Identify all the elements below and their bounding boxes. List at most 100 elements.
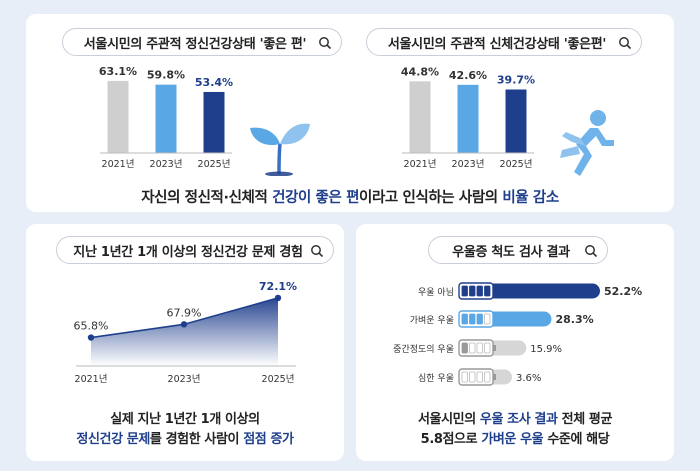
- search-icon: [311, 245, 324, 258]
- physical-health-value-label: 39.7%: [497, 73, 535, 86]
- sprout-icon: [250, 123, 310, 176]
- depression-bar: [484, 340, 527, 356]
- battery-icon-tip: [493, 316, 496, 322]
- mental-health-value-label: 53.4%: [195, 76, 233, 89]
- battery-cell: [469, 342, 476, 354]
- bottom-right-caption-l2-part-1: 가벼운 우울: [481, 432, 544, 447]
- physical-health-bar: [505, 89, 527, 153]
- depression-category-label: 우울 아님: [418, 287, 454, 298]
- bottom-left-caption: 실제 지난 1년간 1개 이상의 정신건강 문제를 경험한 사람이 점점 증가: [26, 410, 344, 450]
- problem-experience-area-chart: 65.8% 2021년 67.9% 2023년 72.1% 2025년: [74, 280, 298, 385]
- mental-health-bar: [203, 91, 225, 153]
- mental-health-value-label: 59.8%: [147, 69, 185, 82]
- physical-health-bar-chart: 44.8% 2021년 42.6% 2023년 39.7% 2025년: [401, 65, 535, 170]
- physical-health-bar: [409, 81, 431, 153]
- mental-health-title-pill: 서울시민의 주관적 정신건강상태 '좋은 편': [62, 28, 342, 56]
- depression-test-title-pill: 우울증 척도 검사 결과: [428, 236, 608, 264]
- depression-category-label: 가벼운 우울: [410, 314, 454, 326]
- battery-cell: [484, 342, 491, 354]
- mental-health-category-label: 2021년: [102, 159, 135, 170]
- top-banner-part-0: 자신의 정신적·신체적: [141, 190, 273, 206]
- bottom-right-caption-l2-part-0: 5.8점으로: [420, 432, 482, 447]
- problem-experience-value-label: 65.8%: [74, 320, 109, 333]
- problem-experience-point: [274, 294, 282, 302]
- bottom-right-caption: 서울시민의 우울 조사 결과 전체 평균 5.8점으로 가벼운 우울 수준에 해…: [356, 410, 674, 450]
- bottom-right-card: 우울증 척도 검사 결과 우울 아님 52.2% 가벼운 우울 28.3% 중간정도의 …: [356, 224, 674, 461]
- battery-cell: [469, 285, 476, 297]
- top-banner-part-2: 이라고 인식하는 사람의: [359, 190, 503, 206]
- bottom-right-caption-l2-part-2: 수준에 해당: [543, 432, 610, 447]
- problem-experience-category-label: 2025년: [262, 374, 295, 385]
- battery-cell: [476, 313, 483, 325]
- depression-value-label: 52.2%: [604, 285, 642, 298]
- physical-health-category-label: 2021년: [404, 159, 437, 170]
- top-card: 서울시민의 주관적 정신건강상태 '좋은 편' 서울시민의 주관적 신체건강상태…: [26, 14, 674, 212]
- problem-experience-value-label: 67.9%: [167, 306, 202, 319]
- search-icon: [319, 37, 332, 50]
- depression-category-label: 중간정도의 우울: [393, 344, 454, 355]
- bottom-left-caption-part-0: 정신건강 문제: [76, 432, 150, 447]
- top-banner-part-1: 건강이 좋은 편: [272, 190, 360, 206]
- depression-value-label: 3.6%: [516, 373, 541, 384]
- battery-cell: [461, 342, 468, 354]
- bottom-left-caption-line2: 정신건강 문제를 경험한 사람이 점점 증가: [26, 430, 344, 450]
- bottom-right-caption-l1-part-0: 서울시민의: [417, 412, 480, 427]
- mental-health-bar-chart: 63.1% 2021년 59.8% 2023년 53.4% 2025년: [99, 65, 233, 170]
- bottom-right-caption-line2: 5.8점으로 가벼운 우울 수준에 해당: [356, 430, 674, 450]
- problem-experience-chart-title: 지난 1년간 1개 이상의 정신건강 문제 경험: [73, 244, 303, 260]
- depression-test-bar-chart: 우울 아님 52.2% 가벼운 우울 28.3% 중간정도의 우울 15.9% 심한 우울 3…: [393, 282, 642, 386]
- physical-health-category-label: 2025년: [500, 159, 533, 170]
- depression-value-label: 28.3%: [555, 313, 593, 326]
- search-icon: [619, 37, 632, 50]
- battery-icon-tip: [493, 374, 496, 380]
- mental-health-category-label: 2025년: [198, 159, 231, 170]
- bottom-left-caption-part-2: 점점 증가: [243, 432, 294, 447]
- top-summary-text: 자신의 정신적·신체적 건강이 좋은 편이라고 인식하는 사람의 비율 감소: [141, 190, 559, 206]
- physical-health-title-pill: 서울시민의 주관적 신체건강상태 '좋은편': [366, 28, 642, 56]
- depression-test-chart-title: 우울증 척도 검사 결과: [452, 244, 570, 260]
- battery-cell: [476, 285, 483, 297]
- physical-health-bar: [457, 84, 479, 153]
- physical-health-chart-title: 서울시민의 주관적 신체건강상태 '좋은편': [387, 36, 607, 52]
- battery-cell: [461, 313, 468, 325]
- problem-experience-area: [91, 297, 278, 366]
- problem-experience-category-label: 2021년: [75, 374, 108, 385]
- bottom-right-caption-l1-part-2: 전체 평균: [557, 412, 613, 427]
- problem-experience-category-label: 2023년: [168, 374, 201, 385]
- battery-cell: [476, 371, 483, 383]
- battery-cell: [484, 371, 491, 383]
- problem-experience-value-label: 72.1%: [259, 280, 297, 293]
- bottom-left-caption-part-1: 를 경험한 사람이: [149, 432, 244, 447]
- top-summary-banner: 자신의 정신적·신체적 건강이 좋은 편이라고 인식하는 사람의 비율 감소: [26, 186, 674, 207]
- top-banner-part-3: 비율 감소: [502, 190, 559, 206]
- battery-cell: [469, 371, 476, 383]
- depression-value-label: 15.9%: [530, 344, 562, 355]
- mental-health-bar: [155, 84, 177, 153]
- depression-category-label: 심한 우울: [418, 373, 454, 384]
- problem-experience-title-pill: 지난 1년간 1개 이상의 정신건강 문제 경험: [56, 236, 334, 264]
- bottom-left-card: 지난 1년간 1개 이상의 정신건강 문제 경험 65.8% 2021년 67.9%…: [26, 224, 344, 461]
- battery-cell: [484, 313, 491, 325]
- physical-health-value-label: 44.8%: [401, 65, 439, 78]
- depression-bar: [484, 311, 552, 327]
- running-person-icon: [560, 110, 614, 176]
- depression-bar: [484, 283, 600, 299]
- bottom-right-caption-l1-part-1: 우울 조사 결과: [479, 412, 558, 427]
- bottom-left-caption-line1: 실제 지난 1년간 1개 이상의: [110, 412, 260, 427]
- problem-experience-point: [180, 321, 188, 328]
- battery-cell: [469, 313, 476, 325]
- physical-health-category-label: 2023년: [452, 159, 485, 170]
- search-icon: [585, 245, 598, 258]
- battery-icon-tip: [493, 288, 496, 294]
- battery-cell: [461, 371, 468, 383]
- mental-health-bar: [107, 80, 129, 153]
- battery-cell: [484, 285, 491, 297]
- mental-health-chart-title: 서울시민의 주관적 정신건강상태 '좋은 편': [83, 36, 307, 52]
- battery-icon-tip: [493, 345, 496, 351]
- battery-cell: [461, 285, 468, 297]
- battery-cell: [476, 342, 483, 354]
- bottom-right-caption-line1: 서울시민의 우울 조사 결과 전체 평균: [356, 410, 674, 430]
- mental-health-category-label: 2023년: [150, 159, 183, 170]
- problem-experience-point: [87, 334, 95, 341]
- physical-health-value-label: 42.6%: [449, 69, 487, 82]
